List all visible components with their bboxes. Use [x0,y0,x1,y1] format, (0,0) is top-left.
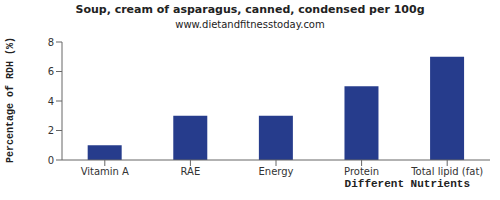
svg-text:RAE: RAE [181,166,201,177]
svg-text:0: 0 [48,155,54,166]
html-text:www.dietandfitnesstoday.com: www.dietandfitnesstoday.com [175,19,325,30]
svg-text:Total lipid (fat): Total lipid (fat) [410,166,483,177]
html-text:Different Nutrients: Different Nutrients [344,178,470,190]
html-text:Percentage of RDH (%): Percentage of RDH (%) [4,37,16,163]
svg-text:Energy: Energy [258,166,293,177]
svg-text:4: 4 [48,96,54,107]
svg-text:6: 6 [48,66,54,77]
svg-text:Protein: Protein [344,166,379,177]
svg-text:Vitamin A: Vitamin A [81,166,129,177]
html-text:Soup, cream of asparagus, cann: Soup, cream of asparagus, canned, conden… [75,3,425,16]
svg-text:2: 2 [48,125,54,136]
svg-text:8: 8 [48,37,54,48]
